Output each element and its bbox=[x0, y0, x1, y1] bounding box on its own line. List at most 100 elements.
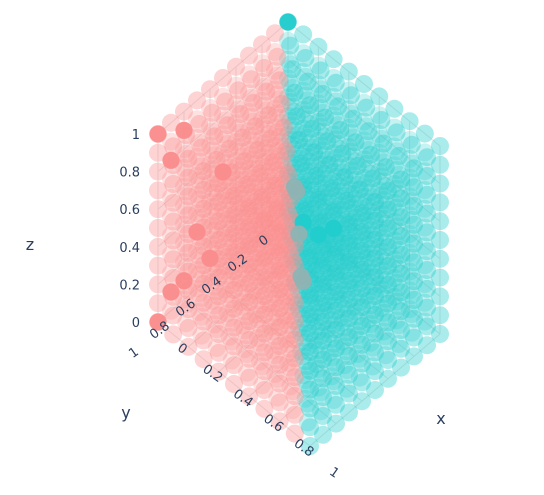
data-point bbox=[389, 203, 408, 222]
data-point bbox=[266, 177, 285, 195]
data-point bbox=[418, 298, 436, 317]
data-point bbox=[283, 363, 302, 382]
data-point bbox=[359, 122, 378, 141]
data-point bbox=[259, 143, 278, 162]
data-point bbox=[162, 207, 180, 226]
data-point bbox=[346, 265, 365, 283]
data-point bbox=[327, 301, 345, 320]
data-point bbox=[331, 121, 350, 139]
data-point bbox=[242, 258, 261, 277]
data-point bbox=[253, 376, 272, 395]
data-point bbox=[259, 275, 278, 294]
data-point bbox=[387, 217, 406, 236]
data-point bbox=[164, 175, 183, 193]
data-point bbox=[244, 206, 263, 225]
data-point bbox=[361, 296, 380, 315]
data-point bbox=[340, 309, 358, 328]
data-point bbox=[251, 277, 269, 296]
data-point bbox=[222, 313, 241, 332]
data-point bbox=[374, 228, 393, 247]
data-point bbox=[194, 350, 213, 369]
data-point bbox=[220, 215, 239, 233]
data-point bbox=[266, 289, 285, 308]
data-point bbox=[268, 198, 287, 217]
data-point bbox=[385, 99, 404, 118]
data-point bbox=[162, 113, 180, 132]
data-point bbox=[309, 265, 328, 284]
data-point bbox=[431, 306, 449, 325]
data-point bbox=[359, 141, 378, 159]
data-point bbox=[205, 221, 224, 240]
y-tick-label: 1 bbox=[126, 345, 141, 362]
data-point bbox=[316, 146, 334, 165]
data-point bbox=[240, 103, 258, 121]
data-point bbox=[303, 138, 321, 157]
data-point bbox=[175, 159, 193, 177]
data-point bbox=[268, 313, 287, 332]
data-point bbox=[324, 334, 343, 353]
data-point bbox=[179, 206, 198, 225]
data-point bbox=[340, 347, 358, 365]
data-point bbox=[188, 129, 206, 147]
data-point bbox=[257, 195, 276, 214]
data-point bbox=[229, 119, 248, 137]
data-point bbox=[268, 238, 287, 257]
data-point bbox=[279, 201, 297, 219]
data-point bbox=[385, 118, 404, 137]
data-point bbox=[248, 178, 267, 197]
data-point bbox=[266, 252, 285, 271]
data-point bbox=[253, 185, 271, 204]
data-point bbox=[253, 338, 272, 357]
data-point bbox=[270, 240, 289, 259]
data-point bbox=[335, 187, 354, 205]
data-point bbox=[279, 335, 298, 353]
data-point bbox=[292, 154, 311, 173]
highlight-point bbox=[325, 219, 343, 237]
data-point bbox=[303, 195, 321, 213]
data-point bbox=[246, 249, 265, 267]
data-point bbox=[225, 375, 243, 393]
data-point bbox=[357, 211, 376, 230]
data-point bbox=[379, 181, 397, 200]
data-point bbox=[246, 117, 265, 136]
data-point bbox=[353, 354, 371, 373]
data-point bbox=[379, 238, 397, 257]
data-point bbox=[253, 73, 271, 91]
data-point bbox=[272, 132, 291, 151]
data-point bbox=[298, 91, 317, 110]
data-point bbox=[309, 113, 328, 131]
data-point bbox=[405, 215, 423, 234]
data-point bbox=[339, 213, 358, 231]
data-point bbox=[255, 343, 274, 362]
data-point bbox=[268, 160, 287, 179]
data-point bbox=[207, 188, 226, 207]
data-point bbox=[261, 223, 280, 242]
data-point bbox=[301, 418, 319, 437]
data-point bbox=[316, 277, 334, 296]
data-point bbox=[287, 145, 306, 163]
data-point bbox=[190, 190, 209, 209]
data-point bbox=[370, 275, 389, 294]
data-point bbox=[270, 318, 289, 337]
data-point bbox=[320, 287, 339, 306]
data-point bbox=[379, 257, 397, 275]
highlight-point bbox=[149, 313, 167, 331]
data-point bbox=[400, 112, 419, 131]
data-point bbox=[248, 272, 267, 291]
data-point bbox=[285, 293, 304, 311]
data-point bbox=[279, 163, 297, 182]
data-point bbox=[162, 132, 180, 151]
data-point bbox=[392, 189, 410, 208]
data-point bbox=[203, 291, 222, 310]
data-point bbox=[214, 69, 232, 87]
data-point bbox=[379, 275, 397, 294]
data-point bbox=[418, 223, 436, 242]
data-point bbox=[374, 209, 393, 228]
data-point bbox=[264, 341, 282, 360]
data-point bbox=[327, 395, 345, 414]
data-point bbox=[255, 399, 274, 418]
data-point bbox=[339, 231, 358, 250]
highlight-point bbox=[201, 249, 219, 267]
data-point bbox=[374, 322, 393, 341]
